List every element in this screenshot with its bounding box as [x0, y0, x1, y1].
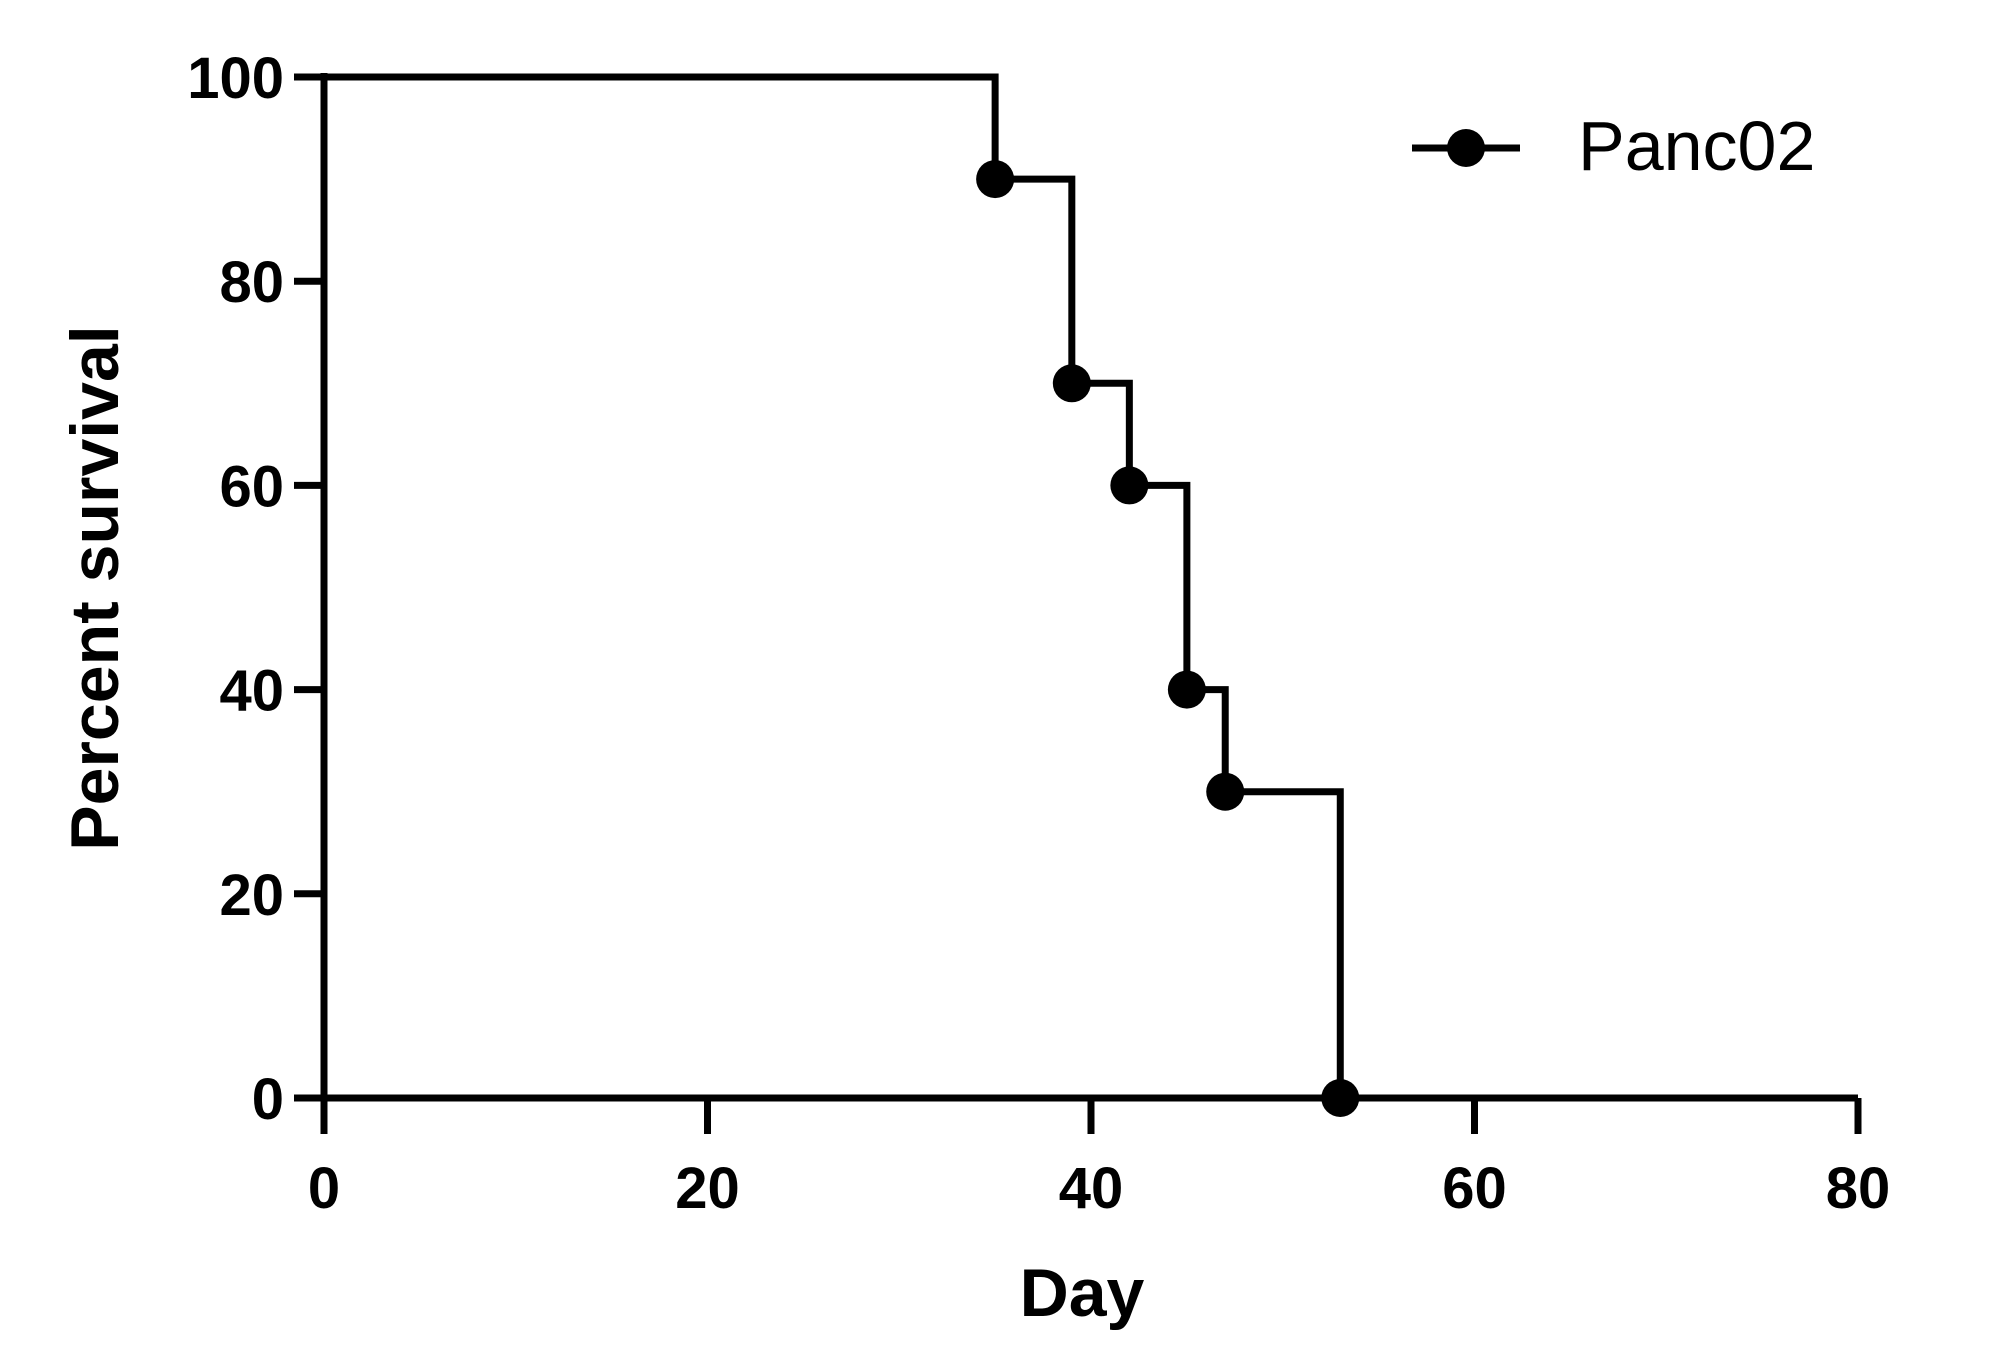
data-point-marker [1110, 466, 1149, 505]
data-point-marker [1321, 1079, 1360, 1117]
legend-label-panc02: Panc02 [1578, 107, 1815, 185]
data-point-marker [976, 160, 1015, 199]
y-tick-label: 80 [219, 250, 284, 315]
x-tick-label: 0 [308, 1156, 340, 1221]
y-tick-label: 60 [219, 454, 284, 519]
y-tick-label: 20 [219, 863, 284, 928]
data-point-marker [1206, 772, 1245, 811]
y-axis-title: Percent survival [57, 325, 133, 850]
x-tick-label: 20 [675, 1156, 740, 1221]
ticks-layer: 0 20 40 60 80 0 20 40 60 80 100 [187, 46, 1890, 1221]
x-tick-label: 40 [1059, 1156, 1124, 1221]
x-tick-label: 80 [1826, 1156, 1891, 1221]
y-tick-label: 0 [252, 1067, 284, 1132]
x-tick-label: 60 [1442, 1156, 1507, 1221]
y-tick-label: 100 [187, 46, 284, 111]
y-tick-label: 40 [219, 659, 284, 724]
series-line-panc02 [324, 73, 1858, 1102]
data-point-marker [1052, 364, 1091, 403]
axes-layer [320, 73, 1858, 1102]
legend: Panc02 [1412, 107, 1815, 185]
series-layer [324, 73, 1858, 1117]
x-axis-title: Day [1020, 1255, 1145, 1331]
data-point-marker [1167, 670, 1206, 709]
legend-marker-swatch [1447, 129, 1485, 167]
